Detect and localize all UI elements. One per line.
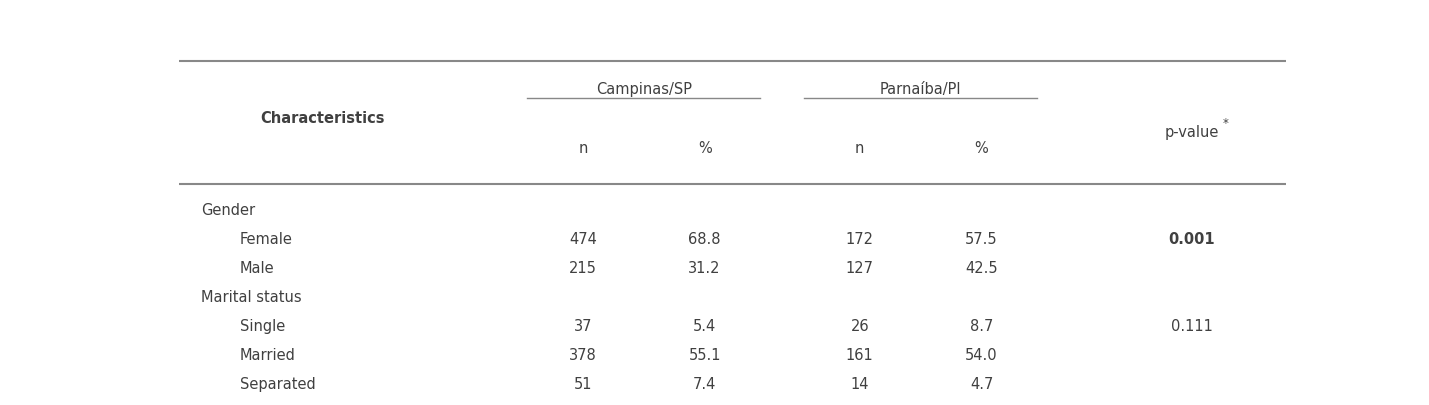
Text: Male: Male bbox=[240, 261, 274, 276]
Text: Married: Married bbox=[240, 348, 296, 363]
Text: 127: 127 bbox=[846, 261, 873, 276]
Text: 161: 161 bbox=[846, 348, 873, 363]
Text: 51: 51 bbox=[573, 377, 592, 392]
Text: 31.2: 31.2 bbox=[689, 261, 720, 276]
Text: n: n bbox=[579, 141, 587, 156]
Text: %: % bbox=[975, 141, 989, 156]
Text: %: % bbox=[697, 141, 712, 156]
Text: p-value: p-value bbox=[1165, 125, 1219, 140]
Text: 474: 474 bbox=[569, 232, 597, 247]
Text: 14: 14 bbox=[850, 377, 869, 392]
Text: 215: 215 bbox=[569, 261, 597, 276]
Text: 0.001: 0.001 bbox=[1169, 232, 1215, 247]
Text: 172: 172 bbox=[846, 232, 873, 247]
Text: Characteristics: Characteristics bbox=[260, 111, 384, 126]
Text: Single: Single bbox=[240, 319, 284, 334]
Text: Separated: Separated bbox=[240, 377, 316, 392]
Text: 42.5: 42.5 bbox=[965, 261, 997, 276]
Text: 37: 37 bbox=[573, 319, 592, 334]
Text: n: n bbox=[855, 141, 865, 156]
Text: 4.7: 4.7 bbox=[970, 377, 993, 392]
Text: 57.5: 57.5 bbox=[965, 232, 997, 247]
Text: 8.7: 8.7 bbox=[970, 319, 993, 334]
Text: 55.1: 55.1 bbox=[689, 348, 720, 363]
Text: 378: 378 bbox=[569, 348, 597, 363]
Text: 0.111: 0.111 bbox=[1170, 319, 1213, 334]
Text: Marital status: Marital status bbox=[200, 290, 302, 305]
Text: *: * bbox=[1223, 117, 1229, 130]
Text: Parnaíba/PI: Parnaíba/PI bbox=[880, 82, 962, 97]
Text: 68.8: 68.8 bbox=[689, 232, 720, 247]
Text: 5.4: 5.4 bbox=[693, 319, 716, 334]
Text: Female: Female bbox=[240, 232, 293, 247]
Text: 7.4: 7.4 bbox=[693, 377, 716, 392]
Text: 26: 26 bbox=[850, 319, 869, 334]
Text: Gender: Gender bbox=[200, 203, 254, 218]
Text: Campinas/SP: Campinas/SP bbox=[596, 82, 692, 97]
Text: 54.0: 54.0 bbox=[965, 348, 997, 363]
